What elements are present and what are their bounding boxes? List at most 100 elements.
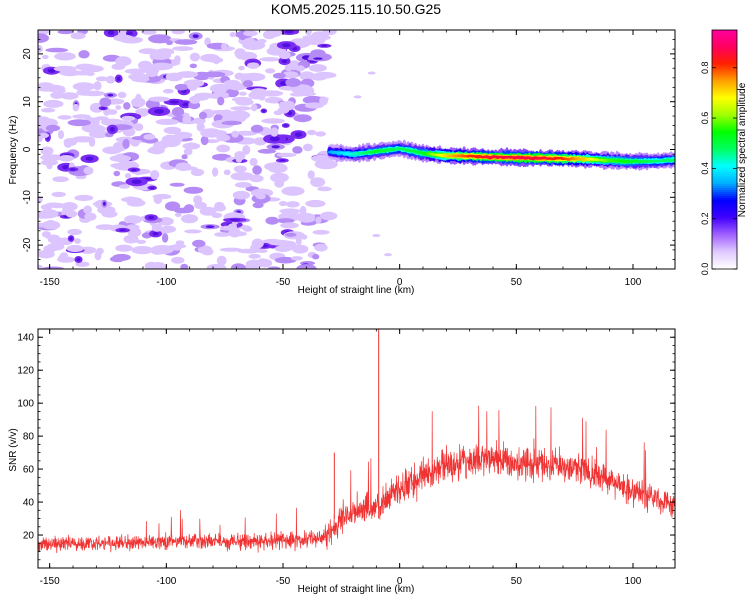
colorbar-cell xyxy=(712,159,737,163)
noise-blob xyxy=(279,208,301,214)
colorbar-cell xyxy=(712,123,737,127)
noise-blob xyxy=(58,155,74,162)
noise-blob xyxy=(230,263,246,269)
spectrogram-x-axis: -150 -100 -50 0 50 100 xyxy=(40,30,657,288)
colorbar-cell xyxy=(712,249,737,252)
noise-blob xyxy=(219,225,235,231)
noise-blob xyxy=(115,56,132,67)
noise-blob xyxy=(95,76,109,82)
noise-blob-core xyxy=(124,31,133,36)
spectrogram-y-label: Frequency (Hz) xyxy=(8,116,19,185)
noise-blob xyxy=(202,71,226,78)
noise-blob xyxy=(214,201,225,210)
y-tick-label: 80 xyxy=(23,432,35,443)
noise-blob-core xyxy=(192,34,199,38)
noise-blob xyxy=(38,132,50,139)
colorbar-cell xyxy=(712,207,737,210)
noise-blob xyxy=(270,127,279,137)
colorbar-cell xyxy=(712,79,737,83)
noise-blob xyxy=(272,72,286,79)
noise-blob xyxy=(66,244,84,253)
snr-x-label: Height of straight line (km) xyxy=(298,584,415,595)
colorbar-cell xyxy=(712,125,737,129)
noise-blob xyxy=(310,49,326,57)
colorbar-cell xyxy=(712,33,737,37)
noise-blob xyxy=(79,65,104,73)
noise-blob xyxy=(150,246,165,255)
noise-blob xyxy=(242,226,253,232)
noise-blob xyxy=(216,144,231,153)
colorbar-cell xyxy=(712,65,737,69)
snr-y-label: SNR (v/v) xyxy=(8,428,19,471)
noise-blob xyxy=(212,91,229,99)
noise-blob xyxy=(57,88,66,93)
noise-blob-core xyxy=(284,30,294,34)
noise-blob xyxy=(50,202,65,209)
colorbar-cell xyxy=(712,147,737,151)
colorbar-cell xyxy=(712,169,737,173)
colorbar-cell xyxy=(712,241,737,244)
noise-blob xyxy=(216,134,231,142)
noise-blob xyxy=(264,162,286,171)
echo-trace-cell xyxy=(672,159,675,162)
colorbar-cell xyxy=(712,183,737,186)
noise-blob-core xyxy=(279,159,286,162)
noise-blob xyxy=(265,216,280,225)
colorbar-cell xyxy=(712,211,737,214)
noise-blob xyxy=(234,72,245,80)
noise-blob xyxy=(196,122,205,132)
y-tick-label: 0 xyxy=(22,146,33,152)
colorbar-tick-label: 0.4 xyxy=(700,162,710,175)
noise-blob xyxy=(312,253,320,260)
x-tick-label: -150 xyxy=(40,277,60,288)
noise-blob xyxy=(198,111,208,120)
colorbar-cell xyxy=(712,37,737,41)
colorbar-cell xyxy=(712,229,737,232)
noise-blob-core xyxy=(281,59,288,64)
noise-blob xyxy=(243,30,258,37)
x-tick-label: -100 xyxy=(156,576,176,587)
noise-blob xyxy=(319,211,338,221)
noise-blob xyxy=(315,131,326,137)
noise-blob xyxy=(90,117,100,126)
noise-blob xyxy=(141,30,157,35)
colorbar-cell xyxy=(712,117,737,121)
noise-blob xyxy=(40,154,64,161)
noise-blob xyxy=(242,40,266,50)
colorbar-cell xyxy=(712,151,737,155)
y-tick-label: 40 xyxy=(23,498,35,509)
colorbar-cell xyxy=(712,217,737,220)
noise-blob xyxy=(45,47,68,53)
colorbar-cell xyxy=(712,69,737,73)
noise-blob-core xyxy=(107,93,114,97)
noise-blob xyxy=(180,263,189,269)
noise-blob xyxy=(151,223,163,232)
noise-blob xyxy=(302,95,324,105)
noise-blob xyxy=(193,195,203,205)
x-tick-label: -50 xyxy=(276,576,291,587)
colorbar-cell xyxy=(712,89,737,93)
colorbar-cell xyxy=(712,75,737,79)
colorbar-cell xyxy=(712,137,737,141)
spectrogram-echo-trace xyxy=(327,139,675,171)
noise-blob xyxy=(147,148,155,153)
colorbar-cell xyxy=(712,30,737,33)
y-tick-label: -10 xyxy=(22,190,33,205)
colorbar-cell xyxy=(712,91,737,95)
colorbar-cell xyxy=(712,53,737,57)
noise-blob xyxy=(150,170,160,180)
noise-blob xyxy=(233,165,247,173)
noise-blob xyxy=(74,194,94,201)
noise-blob xyxy=(268,239,293,246)
noise-blob xyxy=(234,151,246,161)
noise-blob-core xyxy=(169,100,180,104)
noise-blob xyxy=(174,83,189,91)
noise-blob xyxy=(201,248,214,256)
noise-blob xyxy=(313,71,337,79)
noise-blob xyxy=(57,115,72,120)
noise-blob xyxy=(99,97,112,107)
x-tick-label: -100 xyxy=(156,277,176,288)
noise-blob xyxy=(136,239,147,244)
